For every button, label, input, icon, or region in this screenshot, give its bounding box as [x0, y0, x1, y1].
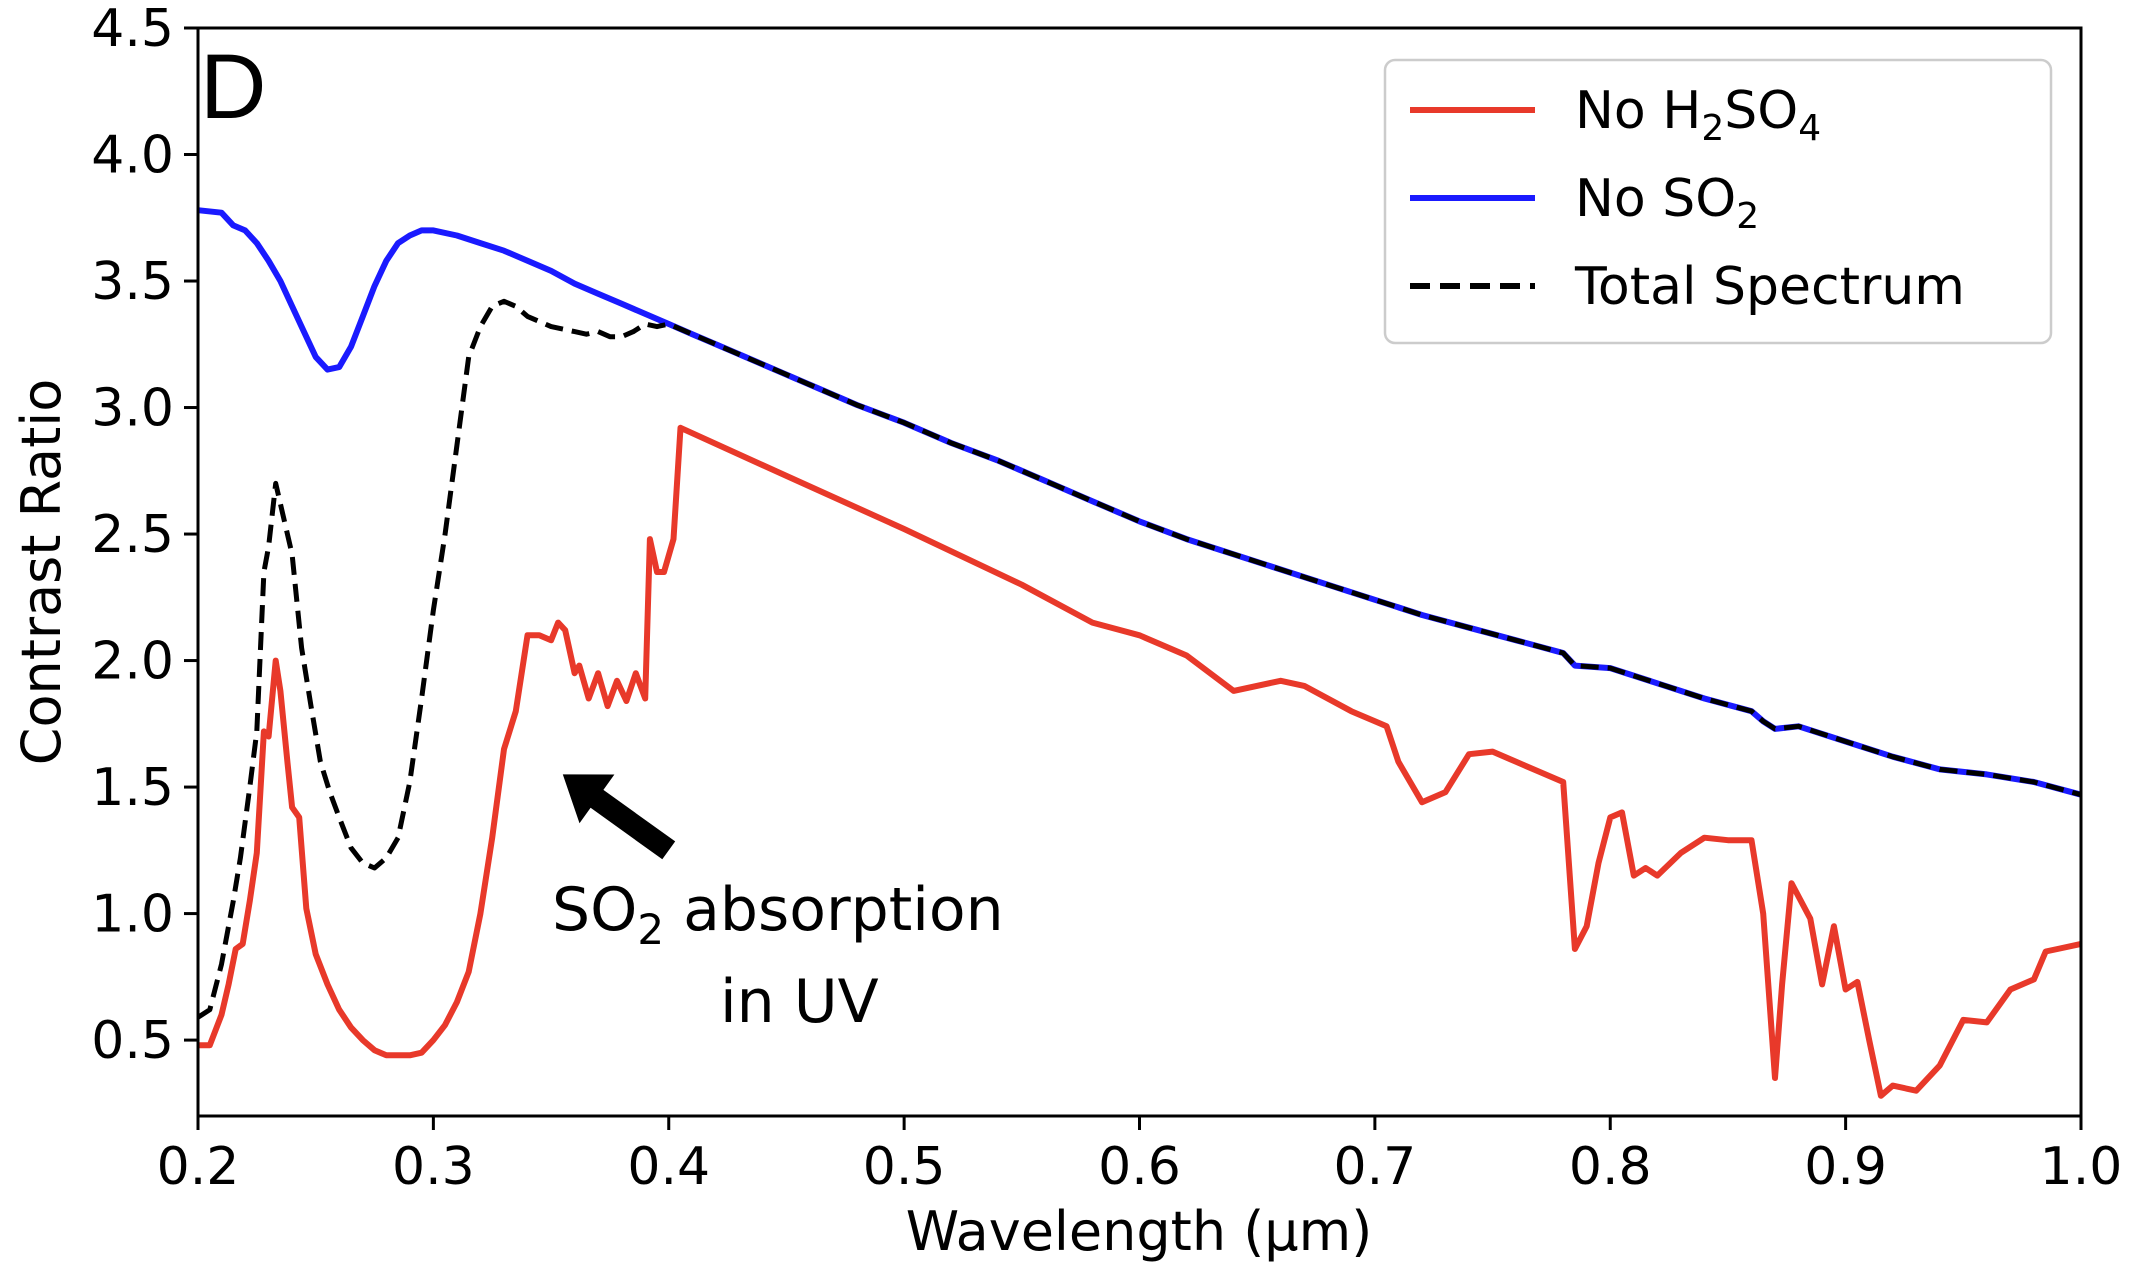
- y-tick-label: 4.0: [91, 126, 174, 186]
- legend-box: [1383, 58, 2053, 345]
- panel-label: D: [200, 36, 266, 138]
- x-tick-label: 0.9: [1804, 1137, 1887, 1197]
- annotation-line-2: in UV: [720, 967, 879, 1037]
- annotation-arrow: [562, 774, 676, 860]
- y-tick-label: 3.0: [91, 379, 174, 439]
- series-line-no_h2so4: [198, 424, 2082, 1099]
- legend-label-no-h2so4: No H2SO4: [1575, 81, 1821, 149]
- series-line-total: [196, 298, 2082, 1020]
- x-axis: 0.2 0.3 0.4 0.5 0.6 0.7 0.8 0.9 1.0: [157, 1116, 2123, 1197]
- y-tick-label: 4.5: [91, 0, 174, 59]
- so2-annotation: SO2 absorption in UV: [552, 774, 1004, 1037]
- legend: No H2SO4 No SO2 Total Spectrum: [1383, 58, 2053, 345]
- y-tick-label: 1.5: [91, 758, 174, 818]
- y-axis-label: Contrast Ratio: [10, 379, 73, 766]
- annotation-line-1: SO2 absorption: [552, 875, 1004, 954]
- y-tick-label: 3.5: [91, 252, 174, 312]
- x-tick-label: 0.5: [863, 1137, 946, 1197]
- x-tick-label: 0.3: [392, 1137, 475, 1197]
- series-layer: [196, 207, 2082, 1099]
- y-axis: 0.5 1.0 1.5 2.0 2.5 3.0 3.5 4.0 4.5: [91, 0, 198, 1071]
- y-tick-label: 1.0: [91, 885, 174, 945]
- x-tick-label: 0.2: [157, 1137, 240, 1197]
- legend-label-total: Total Spectrum: [1574, 257, 1965, 317]
- x-tick-label: 1.0: [2040, 1137, 2123, 1197]
- legend-label-no-so2: No SO2: [1575, 169, 1759, 237]
- x-tick-label: 0.7: [1334, 1137, 1417, 1197]
- x-tick-label: 0.6: [1098, 1137, 1181, 1197]
- y-tick-label: 0.5: [91, 1011, 174, 1071]
- x-tick-label: 0.8: [1569, 1137, 1652, 1197]
- x-tick-label: 0.4: [627, 1137, 710, 1197]
- y-tick-label: 2.5: [91, 505, 174, 565]
- x-axis-label: Wavelength (μm): [906, 1200, 1373, 1263]
- y-tick-label: 2.0: [91, 632, 174, 692]
